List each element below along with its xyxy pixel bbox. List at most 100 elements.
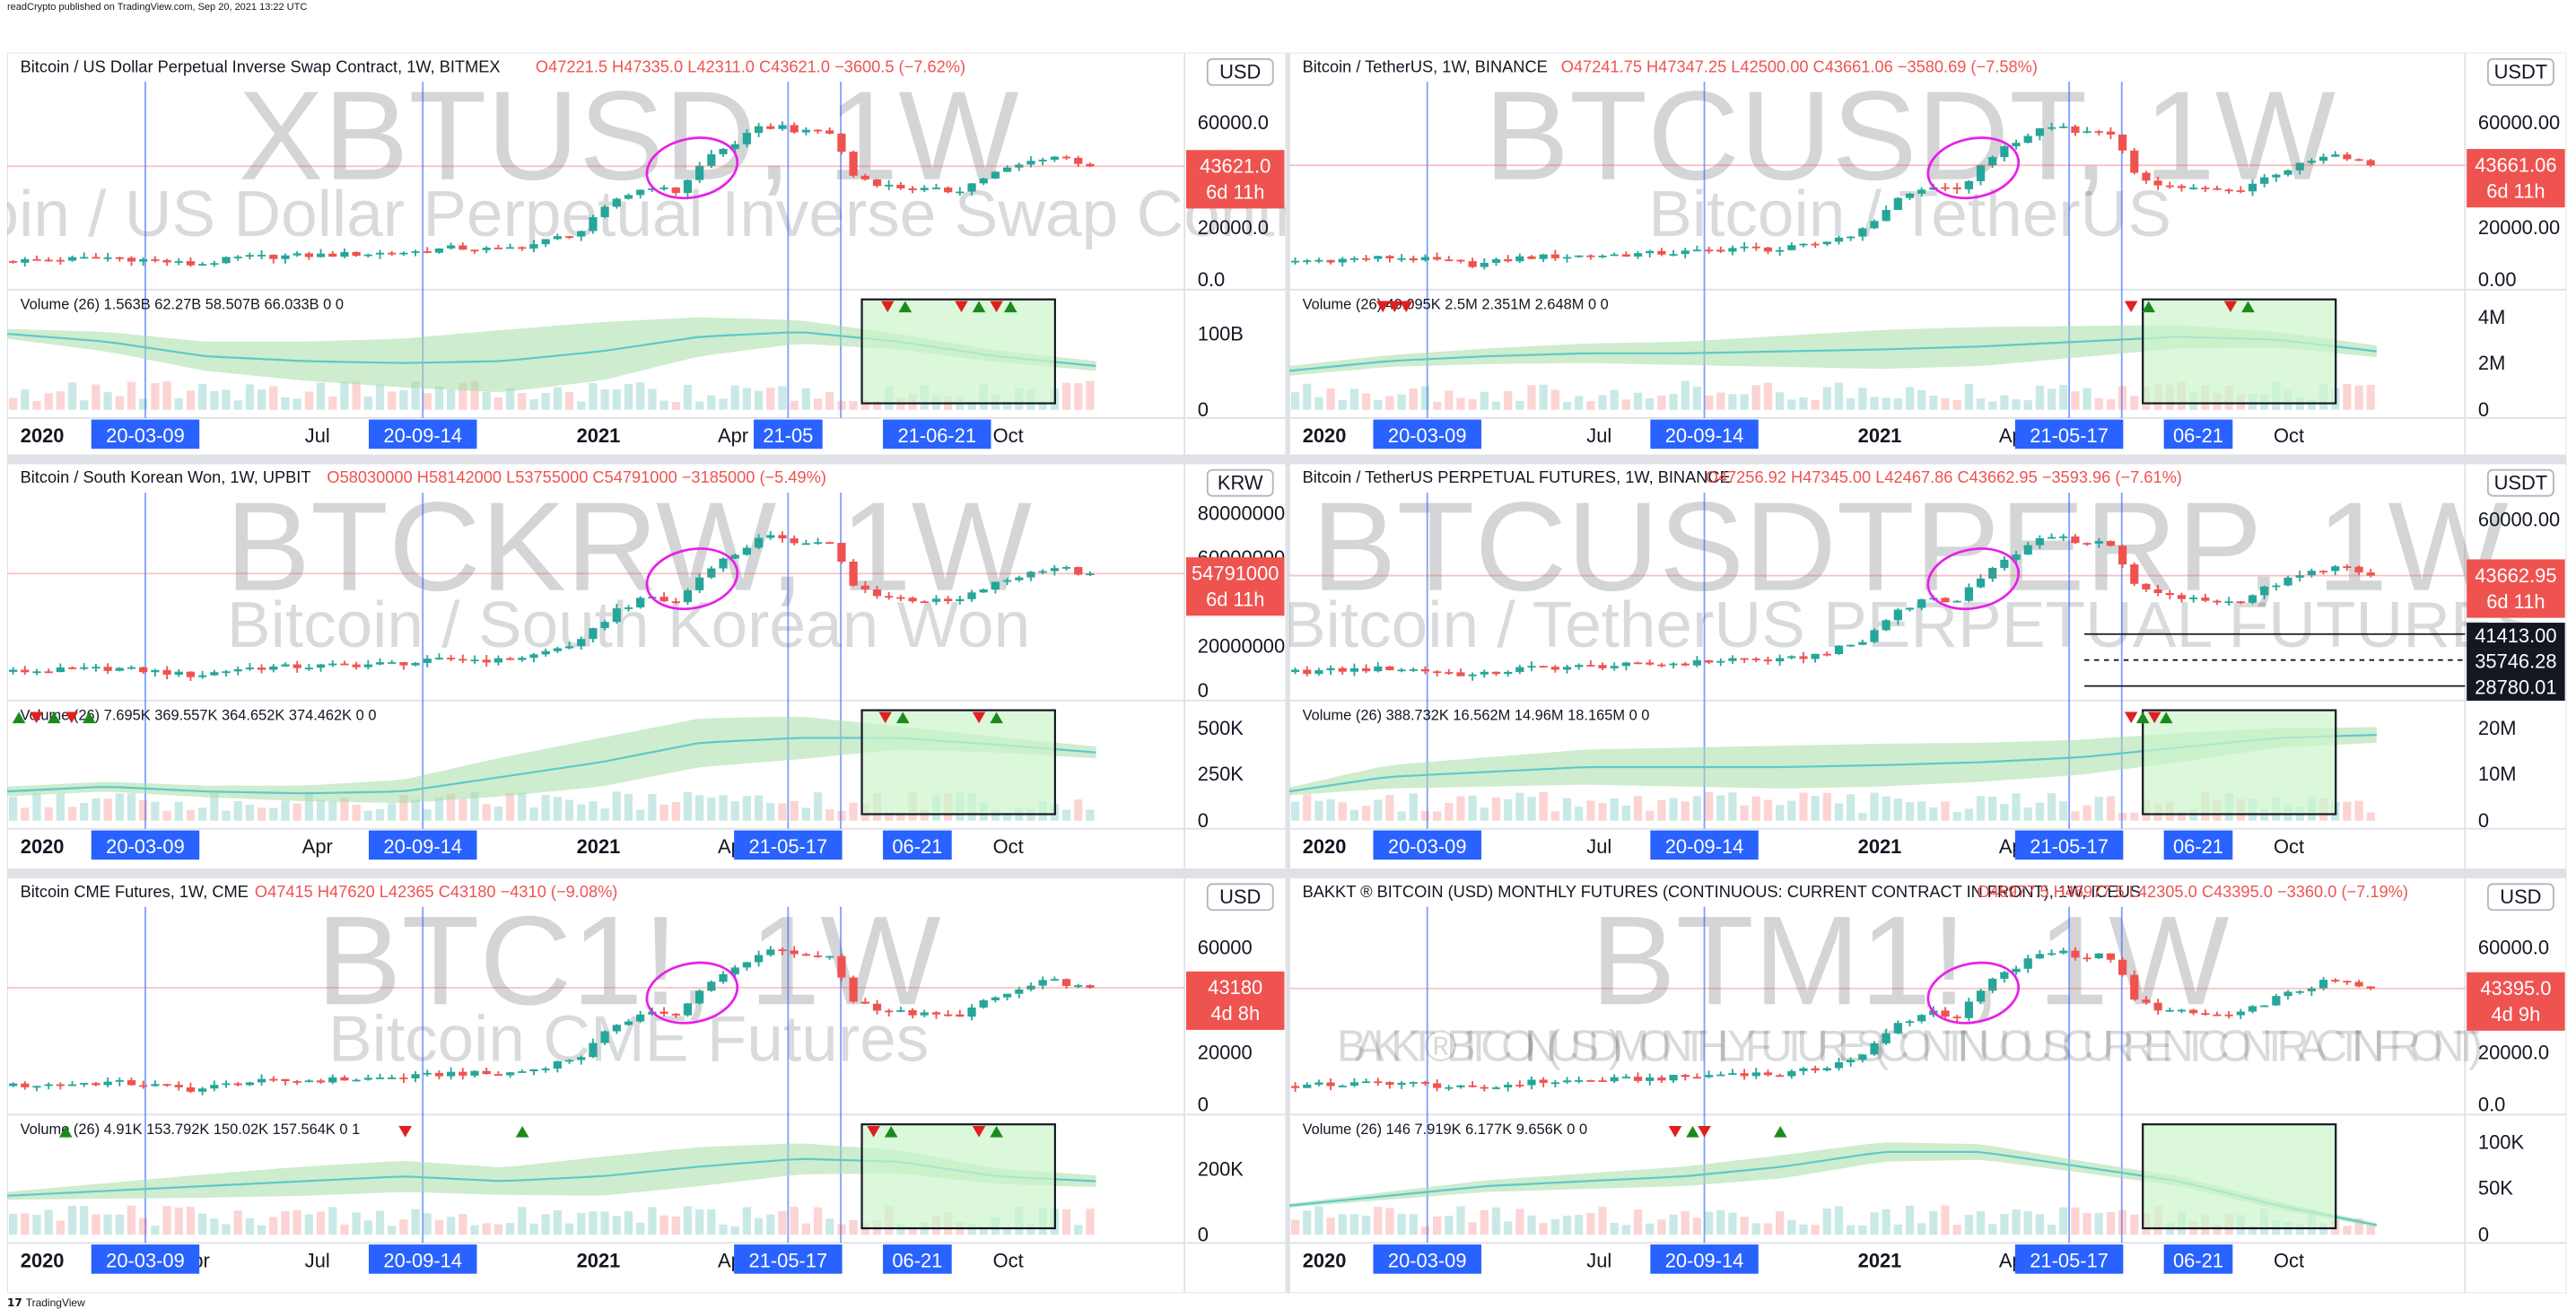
event-date-badge[interactable] bbox=[1650, 830, 1759, 860]
event-date-badge[interactable] bbox=[883, 830, 952, 860]
chart-panel-6[interactable]: BTM1!, 1W BAKKT ® BITCOIN (USD) MONTHLY F… bbox=[1288, 877, 2567, 1294]
volume-bar bbox=[1681, 1210, 1690, 1235]
event-date-badge[interactable] bbox=[1650, 1244, 1759, 1274]
chart-panel-5[interactable]: BTC1!, 1W Bitcoin CME Futures Bitcoin CME … bbox=[7, 877, 1287, 1294]
candle-body bbox=[944, 598, 953, 602]
volume-bar bbox=[541, 392, 550, 410]
volume-bar bbox=[375, 384, 385, 410]
candle-body bbox=[80, 667, 89, 669]
volume-bar bbox=[1952, 812, 1961, 821]
volume-bar bbox=[210, 792, 219, 821]
highlight-box[interactable] bbox=[860, 1123, 1056, 1230]
candle-body bbox=[1061, 979, 1071, 986]
candle-body bbox=[2012, 143, 2021, 147]
candle-body bbox=[801, 543, 810, 545]
volume-bar bbox=[186, 390, 196, 410]
event-date-badge[interactable] bbox=[2163, 830, 2233, 860]
candle-body bbox=[2354, 566, 2363, 573]
symbol-legend[interactable]: Bitcoin / US Dollar Perpetual Inverse Sw… bbox=[21, 57, 501, 75]
currency-badge[interactable] bbox=[2486, 57, 2554, 86]
event-date-badge[interactable] bbox=[91, 830, 200, 860]
event-date-badge[interactable] bbox=[2014, 1244, 2124, 1274]
volume-bar bbox=[1740, 1217, 1749, 1235]
time-tick-label: 2021 bbox=[1858, 1250, 1902, 1272]
currency-badge[interactable] bbox=[1206, 57, 1274, 86]
highlight-circle[interactable] bbox=[1922, 541, 2024, 617]
volume-legend: Volume (26) 388.732K 16.562M 14.96M 18.1… bbox=[1303, 708, 1650, 724]
event-date-badge[interactable] bbox=[1373, 1244, 1481, 1274]
event-date-badge[interactable] bbox=[734, 1244, 843, 1274]
horizontal-divider[interactable] bbox=[7, 869, 2567, 878]
event-date-badge[interactable] bbox=[1373, 419, 1481, 449]
chart-panel-2[interactable]: BTCUSDT, 1W Bitcoin / TetherUS Bitcoin / T… bbox=[1288, 52, 2567, 456]
candle-body bbox=[1527, 256, 1536, 259]
volume-bar bbox=[1834, 803, 1844, 821]
symbol-legend[interactable]: Bitcoin / South Korean Won, 1W, UPBIT bbox=[21, 468, 311, 486]
event-date-badge[interactable] bbox=[883, 419, 991, 449]
candle-body bbox=[1349, 257, 1359, 260]
currency-badge[interactable] bbox=[1206, 468, 1274, 497]
signal-up-marker bbox=[2241, 301, 2255, 313]
highlight-box[interactable] bbox=[860, 709, 1056, 816]
candle-body bbox=[8, 1083, 18, 1086]
volume-bar bbox=[411, 1209, 420, 1235]
candle-body bbox=[1491, 671, 1501, 675]
candle-body bbox=[363, 1078, 372, 1080]
currency-badge[interactable] bbox=[2486, 883, 2554, 912]
event-date-badge[interactable] bbox=[369, 419, 477, 449]
highlight-box[interactable] bbox=[2142, 1123, 2337, 1230]
highlight-circle[interactable] bbox=[642, 541, 744, 617]
price-tick-label: 0.0 bbox=[2478, 1094, 2505, 1116]
volume-bar bbox=[1575, 1215, 1584, 1235]
event-date-badge[interactable] bbox=[1373, 830, 1481, 860]
event-date-badge[interactable] bbox=[883, 1244, 952, 1274]
symbol-legend[interactable]: BAKKT ® BITCOIN (USD) MONTHLY FUTURES (C… bbox=[1303, 883, 2141, 901]
candle-body bbox=[1633, 662, 1643, 665]
candle-body bbox=[564, 236, 574, 239]
candle-body bbox=[967, 183, 976, 192]
event-date-badge[interactable] bbox=[754, 419, 823, 449]
horizontal-divider[interactable] bbox=[7, 455, 2567, 464]
highlight-circle[interactable] bbox=[642, 130, 744, 206]
currency-badge[interactable] bbox=[1206, 883, 1274, 912]
event-date-badge[interactable] bbox=[734, 830, 843, 860]
candle-body bbox=[411, 1074, 420, 1078]
volume-bar bbox=[505, 388, 515, 410]
candle-body bbox=[1420, 257, 1430, 261]
candle-body bbox=[1361, 1081, 1371, 1084]
highlight-circle[interactable] bbox=[642, 955, 744, 1031]
event-date-badge[interactable] bbox=[91, 419, 200, 449]
event-date-badge[interactable] bbox=[2014, 830, 2124, 860]
highlight-box[interactable] bbox=[2142, 709, 2337, 816]
candle-body bbox=[1893, 1023, 1902, 1034]
highlight-circle[interactable] bbox=[1922, 130, 2024, 206]
chart-panel-4[interactable]: BTCUSDTPERP, 1W Bitcoin / TetherUS PERPET… bbox=[1288, 463, 2567, 870]
candle-body bbox=[1290, 669, 1300, 672]
symbol-legend[interactable]: Bitcoin / TetherUS, 1W, BINANCE bbox=[1303, 57, 1548, 75]
volume-bar bbox=[754, 390, 764, 410]
event-date-badge[interactable] bbox=[91, 1244, 200, 1274]
chart-panel-3[interactable]: BTCKRW, 1W Bitcoin / South Korean Won Bitc… bbox=[7, 463, 1287, 870]
event-date-badge[interactable] bbox=[369, 830, 477, 860]
highlight-box[interactable] bbox=[860, 298, 1056, 405]
highlight-circle[interactable] bbox=[1922, 955, 2024, 1031]
volume-bar bbox=[1905, 802, 1915, 821]
symbol-legend[interactable]: Bitcoin CME Futures, 1W, CME bbox=[21, 883, 249, 901]
symbol-legend[interactable]: Bitcoin / TetherUS PERPETUAL FUTURES, 1W… bbox=[1303, 468, 1731, 486]
candle-body bbox=[1657, 664, 1666, 667]
event-date-badge[interactable] bbox=[2014, 419, 2124, 449]
event-date-badge[interactable] bbox=[2163, 1244, 2233, 1274]
currency-badge[interactable] bbox=[2486, 468, 2554, 497]
highlight-box[interactable] bbox=[2142, 298, 2337, 405]
event-date-badge[interactable] bbox=[369, 1244, 477, 1274]
event-date-badge[interactable] bbox=[1650, 419, 1759, 449]
candle-body bbox=[210, 1085, 219, 1089]
candle-body bbox=[447, 245, 456, 249]
vertical-divider[interactable] bbox=[1286, 52, 1289, 1294]
event-date-badge[interactable] bbox=[2163, 419, 2233, 449]
volume-bar bbox=[1361, 393, 1371, 410]
candle-body bbox=[1834, 1062, 1844, 1069]
candle-body bbox=[1822, 241, 1831, 245]
volume-bar bbox=[1086, 809, 1095, 821]
